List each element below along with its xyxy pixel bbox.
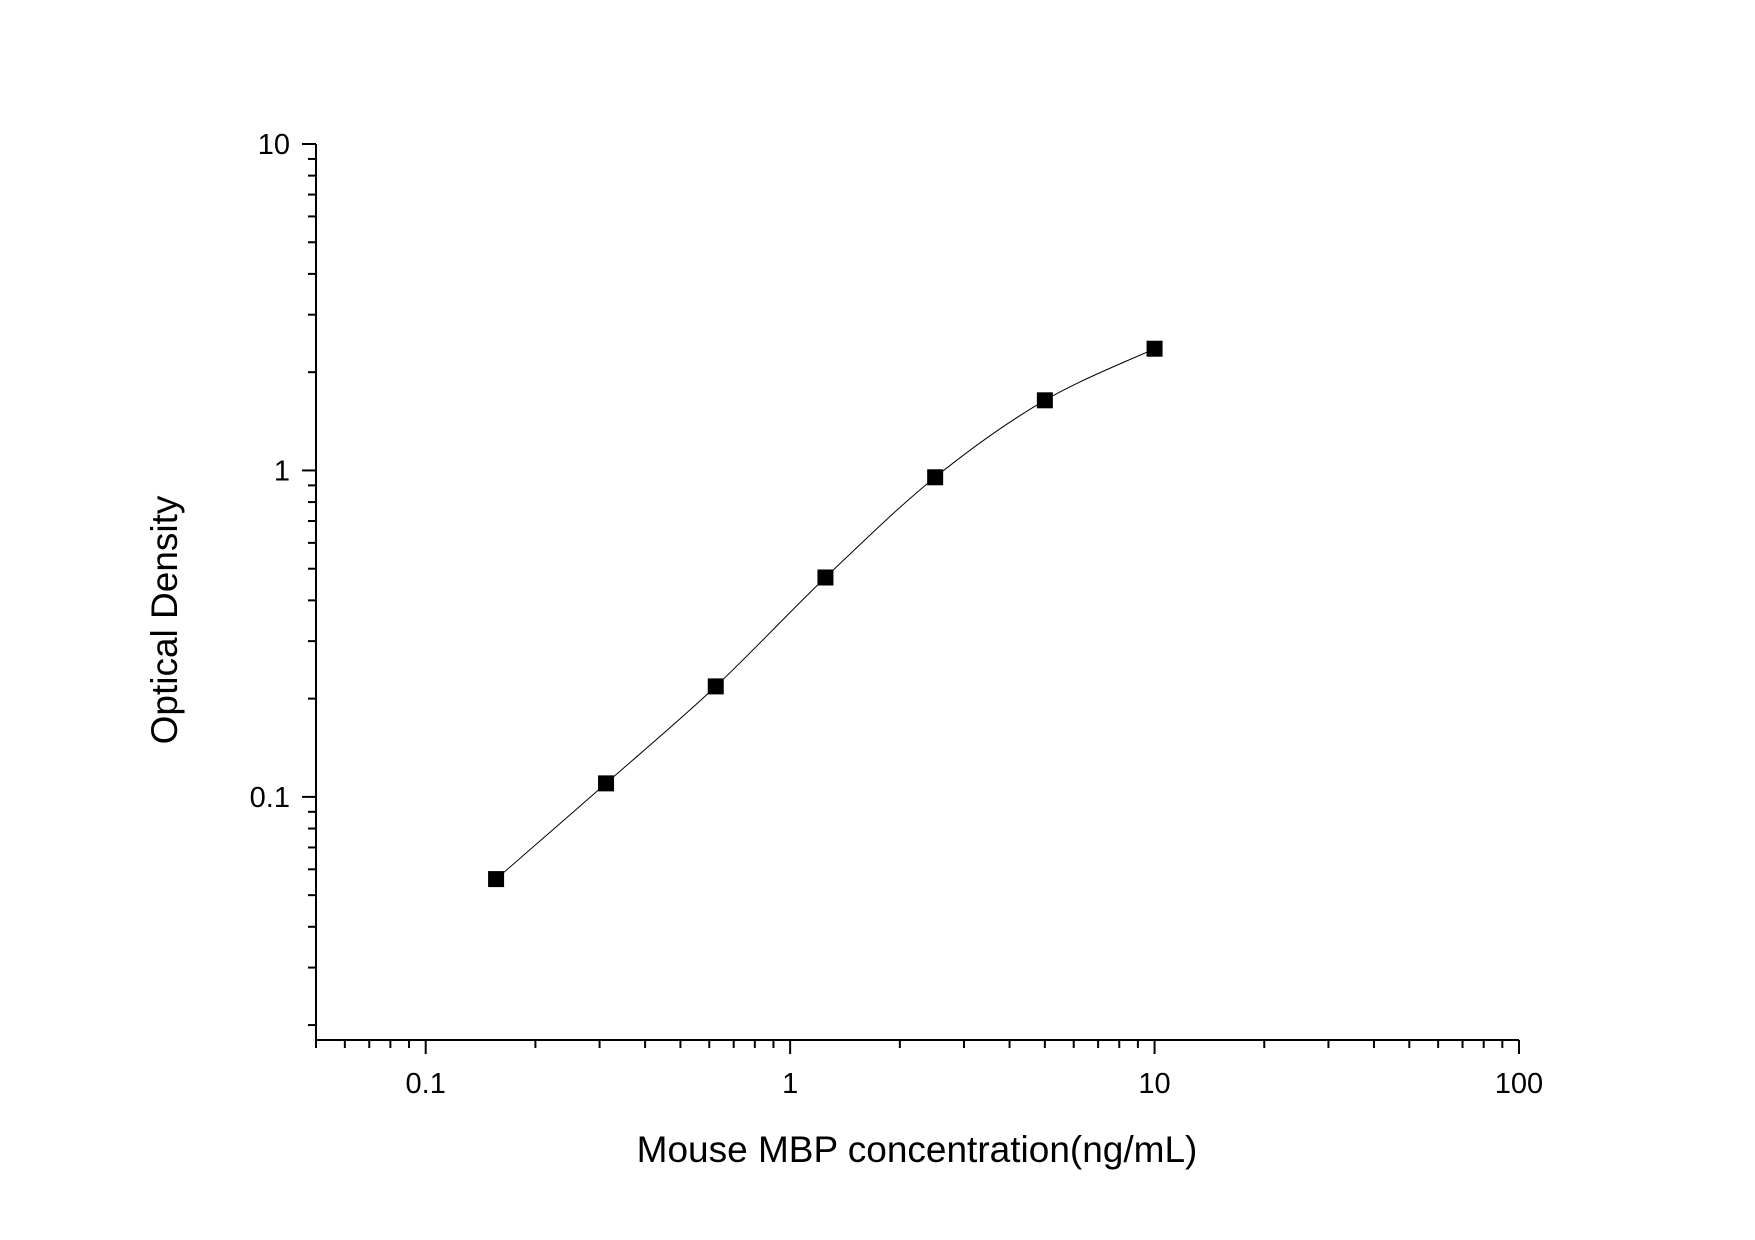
data-points	[488, 340, 1163, 888]
fit-curve	[495, 348, 1155, 880]
data-point	[927, 469, 944, 486]
data-point	[1146, 340, 1163, 357]
axes: 0.1 1 10 100 0.1 1 10	[250, 129, 1544, 1100]
data-point	[598, 775, 615, 792]
y-tick-label: 10	[258, 129, 290, 161]
y-axis-label: Optical Density	[144, 495, 185, 744]
x-tick-label: 10	[1138, 1068, 1170, 1100]
x-tick-label: 0.1	[406, 1068, 446, 1100]
data-point	[817, 569, 834, 586]
x-tick-label: 100	[1495, 1068, 1543, 1100]
y-tick-label: 0.1	[250, 782, 290, 814]
y-tick-label: 1	[274, 455, 290, 487]
x-axis-label: Mouse MBP concentration(ng/mL)	[637, 1129, 1198, 1170]
data-point	[707, 678, 724, 695]
x-tick-label: 1	[782, 1068, 798, 1100]
data-point	[1036, 392, 1053, 409]
data-point	[488, 871, 505, 888]
